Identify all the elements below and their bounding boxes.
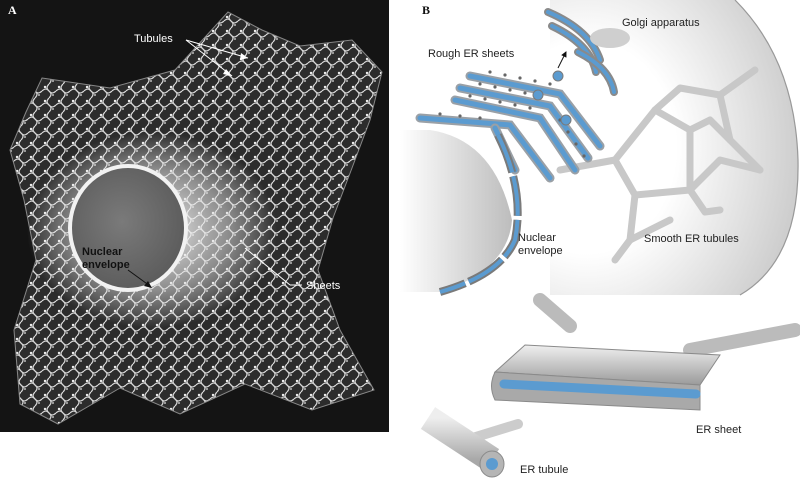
er-sheet-label: ER sheet	[696, 424, 741, 436]
vesicle-1	[532, 89, 544, 101]
tubules-pointer-1	[185, 39, 249, 59]
panel-b-letter: B	[422, 3, 430, 17]
golgi-apparatus	[544, 8, 618, 96]
nucleus	[68, 164, 188, 292]
vesicle-arrow	[557, 51, 567, 69]
nuclear-envelope-arrowhead-a	[144, 281, 152, 288]
smooth-er-label: Smooth ER tubules	[644, 233, 739, 245]
tubules-arrowhead-1	[240, 53, 248, 60]
nuclear-envelope-lumen	[439, 134, 520, 294]
sheets-pointer-2	[244, 247, 291, 286]
er-tubule-label: ER tubule	[520, 464, 568, 476]
tubules-label: Tubules	[134, 33, 173, 45]
golgi-label: Golgi apparatus	[622, 17, 700, 29]
panel-a-letter: A	[8, 3, 17, 17]
smooth-er-tubules	[556, 66, 764, 264]
golgi-shadow	[590, 28, 630, 48]
er-micrograph: A Tubules Nuclear envelope Sheets	[0, 0, 389, 432]
tubules-arrowhead-2	[223, 69, 232, 76]
nuclear-envelope-label-b-line2: envelope	[518, 245, 563, 257]
sheets-label: Sheets	[306, 280, 341, 292]
transport-vesicle	[552, 70, 564, 82]
nucleus-region	[400, 130, 512, 292]
nuclear-envelope-label-a-line1: Nuclear	[82, 246, 123, 258]
er-sheet-3d	[491, 293, 800, 411]
nuclear-envelope-label-b-line1: Nuclear	[518, 232, 556, 244]
tubules-pointer-2	[185, 39, 233, 77]
er-tubule-3d	[420, 407, 523, 478]
nuclear-envelope-label-a-line2: envelope	[82, 259, 130, 271]
er-schematic: B	[400, 0, 800, 478]
rough-er-label: Rough ER sheets	[428, 48, 515, 60]
vesicle-2	[560, 114, 572, 126]
cell-membrane	[734, 0, 799, 296]
cell-cytoplasm	[550, 0, 799, 295]
